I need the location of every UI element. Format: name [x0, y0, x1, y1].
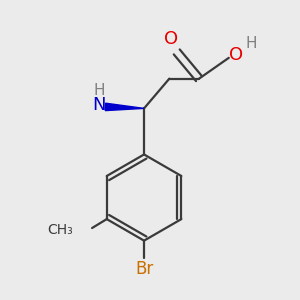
Text: Br: Br: [135, 260, 153, 278]
Text: O: O: [229, 46, 243, 64]
Text: H: H: [245, 35, 257, 50]
Text: N: N: [93, 96, 106, 114]
Text: H: H: [94, 83, 105, 98]
Text: O: O: [164, 29, 178, 47]
Text: CH₃: CH₃: [47, 223, 73, 236]
Polygon shape: [105, 103, 144, 111]
